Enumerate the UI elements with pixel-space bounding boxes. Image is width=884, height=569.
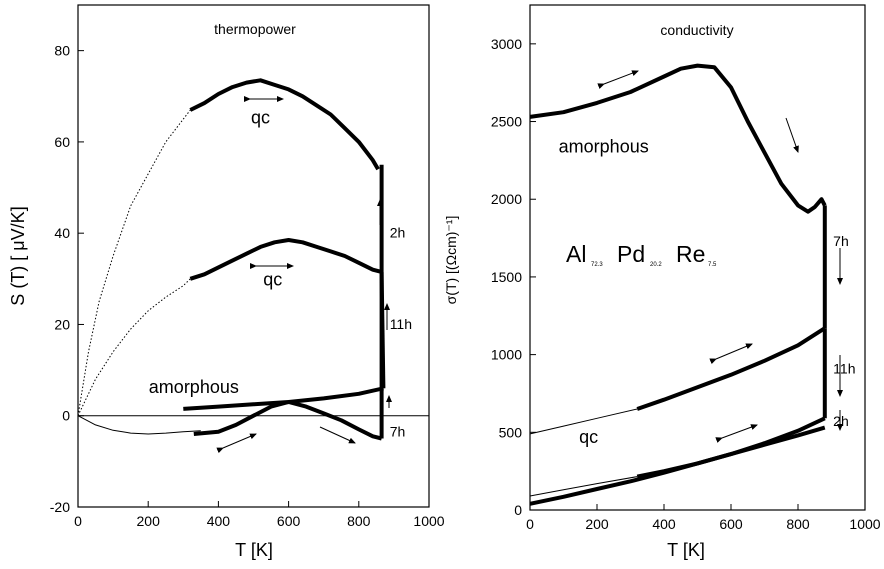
y-tick-label: 0 bbox=[514, 502, 522, 518]
x-tick-label: 800 bbox=[347, 513, 371, 529]
annotation-label: amorphous bbox=[149, 377, 239, 397]
y-tick-label: 20 bbox=[54, 316, 70, 332]
x-tick-label: 1000 bbox=[413, 513, 444, 529]
y-axis-label: σ(T) [(Ωcm)⁻¹] bbox=[443, 216, 459, 305]
x-axis-label: T [K] bbox=[235, 540, 273, 560]
series-line-thin bbox=[77, 415, 201, 435]
panel-title: thermopower bbox=[214, 21, 296, 37]
annotation-label: 2h bbox=[833, 413, 849, 429]
x-tick-label: 0 bbox=[74, 513, 82, 529]
y-tick-label: 2500 bbox=[491, 114, 522, 130]
annotation-label: 11h bbox=[390, 316, 412, 332]
alloy-formula: Al 72.3 Pd 20.2 Re 7.5 bbox=[566, 241, 717, 268]
series-line-thick bbox=[189, 78, 380, 171]
x-tick-label: 1000 bbox=[849, 516, 880, 532]
annotations: qc qc amorphous 2h 11h 7h bbox=[149, 108, 412, 440]
y-tick-label: 3000 bbox=[491, 36, 522, 52]
arrows bbox=[597, 70, 843, 443]
series-line-dotted bbox=[77, 109, 191, 416]
panel-title: conductivity bbox=[660, 22, 733, 38]
y-tick-label: 0 bbox=[62, 408, 70, 424]
formula-re: Re bbox=[676, 241, 705, 267]
annotation-label: 7h bbox=[390, 423, 406, 439]
plot-frame bbox=[529, 4, 866, 511]
annotations: amorphous 7h 11h qc 2h bbox=[559, 137, 856, 448]
series-line-thick bbox=[636, 416, 826, 479]
series-line-thin bbox=[529, 476, 638, 497]
x-tick-label: 200 bbox=[137, 513, 161, 529]
annotation-label: 7h bbox=[833, 233, 849, 249]
arrow-heating bbox=[319, 426, 356, 444]
data-series bbox=[529, 63, 827, 506]
annotation-label: 2h bbox=[390, 225, 406, 241]
series-line-thick bbox=[193, 400, 383, 441]
formula-pd-subscript: 20.2 bbox=[650, 262, 662, 268]
formula-al: Al bbox=[566, 241, 586, 267]
series-line-thick bbox=[379, 271, 386, 389]
x-axis-ticks: 0 200 400 600 800 1000 bbox=[526, 504, 881, 532]
series-line-thick bbox=[529, 63, 827, 214]
conductivity-panel: 0 200 400 600 800 1000 0 500 1000 1500 2000 2500 30… bbox=[443, 4, 881, 560]
y-tick-label: 2000 bbox=[491, 191, 522, 207]
double-arrow-lower-qc bbox=[715, 424, 758, 443]
y-axis-ticks: -20 0 20 40 60 80 bbox=[50, 43, 84, 515]
x-tick-label: 400 bbox=[207, 513, 231, 529]
series-line-thick bbox=[189, 238, 383, 281]
data-series bbox=[77, 78, 429, 441]
formula-al-subscript: 72.3 bbox=[591, 262, 603, 268]
arrow-heating bbox=[785, 117, 799, 153]
y-tick-label: 1500 bbox=[491, 269, 522, 285]
series-line-thin bbox=[529, 408, 638, 435]
y-tick-label: 1000 bbox=[491, 347, 522, 363]
x-tick-label: 200 bbox=[585, 516, 609, 532]
series-line-thick bbox=[529, 425, 826, 506]
double-arrow-amorphous bbox=[597, 70, 639, 89]
x-tick-label: 600 bbox=[277, 513, 301, 529]
x-tick-label: 0 bbox=[526, 516, 534, 532]
x-axis-label: T [K] bbox=[667, 540, 705, 560]
y-axis-label: S (T) [ μV/K] bbox=[8, 206, 28, 305]
double-arrow-upper-qc bbox=[709, 343, 753, 365]
plot-frame bbox=[77, 4, 430, 508]
x-tick-label: 600 bbox=[719, 516, 743, 532]
arrows bbox=[216, 96, 392, 454]
double-arrow-amorphous bbox=[216, 433, 257, 454]
y-tick-label: 60 bbox=[54, 134, 70, 150]
y-tick-label: -20 bbox=[50, 499, 70, 515]
y-tick-label: 80 bbox=[54, 43, 70, 59]
y-tick-label: 40 bbox=[54, 225, 70, 241]
x-tick-label: 800 bbox=[786, 516, 810, 532]
y-axis-ticks: 0 500 1000 1500 2000 2500 3000 bbox=[491, 36, 536, 518]
x-tick-label: 400 bbox=[652, 516, 676, 532]
formula-pd: Pd bbox=[617, 241, 645, 267]
annotation-label: qc bbox=[579, 427, 598, 447]
annotation-label: 11h bbox=[833, 360, 855, 376]
x-axis-ticks: 0 200 400 600 800 1000 bbox=[74, 501, 445, 529]
series-line-thick bbox=[636, 326, 826, 411]
formula-re-subscript: 7.5 bbox=[708, 262, 717, 268]
series-line-dotted bbox=[77, 278, 191, 416]
annotation-label: qc bbox=[263, 270, 282, 290]
annotation-label: amorphous bbox=[559, 137, 649, 157]
y-tick-label: 500 bbox=[499, 424, 523, 440]
annotation-label: qc bbox=[251, 108, 270, 128]
